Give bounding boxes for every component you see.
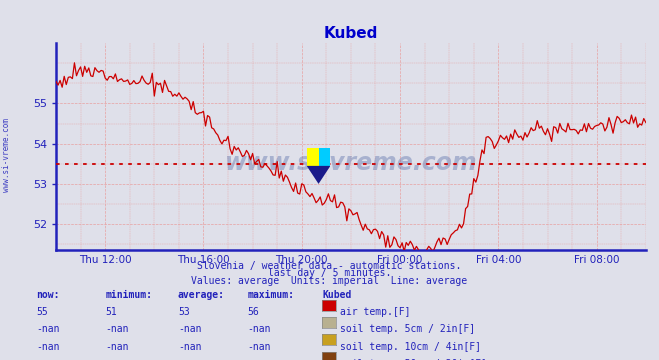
Text: 53: 53 <box>178 307 190 317</box>
Text: soil temp. 5cm / 2in[F]: soil temp. 5cm / 2in[F] <box>340 324 475 334</box>
Text: -nan: -nan <box>36 359 60 360</box>
Text: -nan: -nan <box>178 342 202 352</box>
Text: www.si-vreme.com: www.si-vreme.com <box>2 118 11 192</box>
Text: minimum:: minimum: <box>105 290 152 300</box>
Text: -nan: -nan <box>247 359 271 360</box>
Text: Values: average  Units: imperial  Line: average: Values: average Units: imperial Line: av… <box>191 276 468 287</box>
Text: average:: average: <box>178 290 225 300</box>
Polygon shape <box>318 148 330 166</box>
Text: soil temp. 10cm / 4in[F]: soil temp. 10cm / 4in[F] <box>340 342 481 352</box>
Text: -nan: -nan <box>105 324 129 334</box>
Text: 51: 51 <box>105 307 117 317</box>
Polygon shape <box>306 166 330 184</box>
Text: now:: now: <box>36 290 60 300</box>
Text: www.si-vreme.com: www.si-vreme.com <box>225 151 477 175</box>
Text: 55: 55 <box>36 307 48 317</box>
Polygon shape <box>306 148 318 166</box>
Text: maximum:: maximum: <box>247 290 294 300</box>
Text: -nan: -nan <box>247 324 271 334</box>
Text: last day / 5 minutes.: last day / 5 minutes. <box>268 268 391 278</box>
Text: Slovenia / weather data - automatic stations.: Slovenia / weather data - automatic stat… <box>197 261 462 271</box>
Text: soil temp. 50cm / 20in[F]: soil temp. 50cm / 20in[F] <box>340 359 487 360</box>
Text: -nan: -nan <box>105 359 129 360</box>
Text: -nan: -nan <box>36 342 60 352</box>
Text: -nan: -nan <box>247 342 271 352</box>
Title: Kubed: Kubed <box>324 26 378 41</box>
Text: -nan: -nan <box>178 359 202 360</box>
Text: -nan: -nan <box>105 342 129 352</box>
Text: air temp.[F]: air temp.[F] <box>340 307 411 317</box>
Text: -nan: -nan <box>178 324 202 334</box>
Text: -nan: -nan <box>36 324 60 334</box>
Text: 56: 56 <box>247 307 259 317</box>
Text: Kubed: Kubed <box>323 290 353 300</box>
